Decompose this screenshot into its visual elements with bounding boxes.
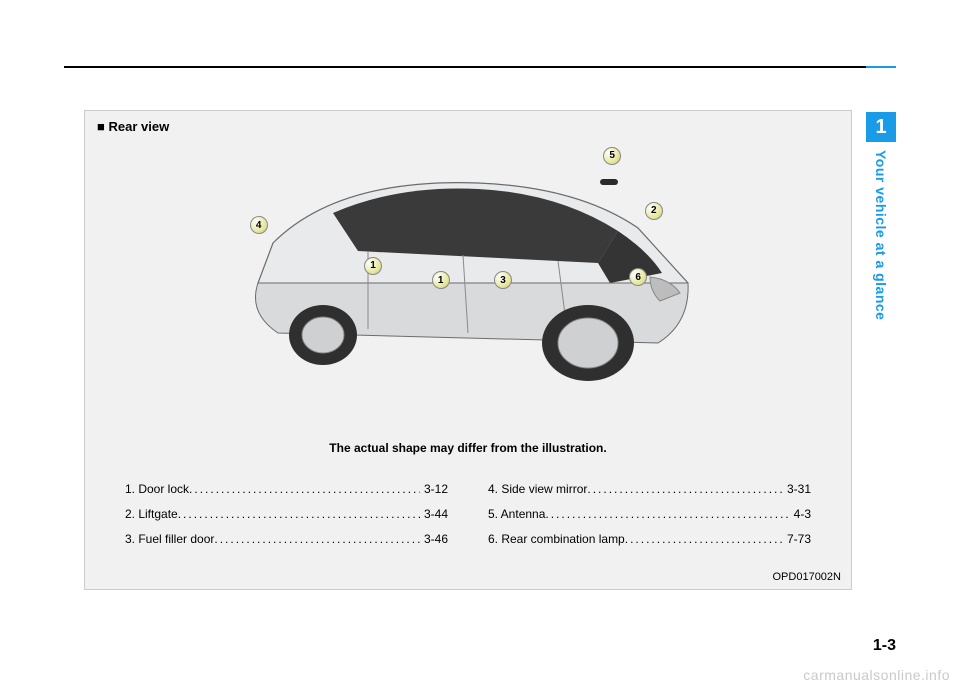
- page-number: 1-3: [873, 637, 896, 655]
- legend-page-ref: 3-31: [783, 477, 811, 502]
- legend-label: 2. Liftgate: [125, 502, 178, 527]
- callout-4: 4: [250, 216, 268, 234]
- legend-label: 4. Side view mirror: [488, 477, 587, 502]
- legend-dots: [189, 477, 420, 502]
- figure-caption: The actual shape may differ from the ill…: [85, 441, 851, 455]
- chapter-tab: 1: [866, 112, 896, 142]
- top-rule-accent: [866, 66, 896, 68]
- legend-dots: [587, 477, 783, 502]
- manual-page: 1 Your vehicle at a glance ■ Rear view: [0, 0, 960, 689]
- legend-page-ref: 3-44: [420, 502, 448, 527]
- legend-dots: [214, 527, 420, 552]
- legend-row: 6. Rear combination lamp 7-73: [488, 527, 811, 552]
- antenna: [600, 179, 618, 185]
- figure-title-text: Rear view: [108, 119, 169, 134]
- legend-column-right: 4. Side view mirror 3-315. Antenna 4-36.…: [488, 477, 811, 553]
- rear-wheel: [558, 318, 618, 368]
- legend-label: 6. Rear combination lamp: [488, 527, 625, 552]
- legend-page-ref: 7-73: [783, 527, 811, 552]
- chapter-title-vertical: Your vehicle at a glance: [866, 150, 896, 410]
- legend-column-left: 1. Door lock 3-122. Liftgate 3-443. Fuel…: [125, 477, 448, 553]
- legend-row: 3. Fuel filler door 3-46: [125, 527, 448, 552]
- legend-dots: [178, 502, 420, 527]
- legend-row: 5. Antenna 4-3: [488, 502, 811, 527]
- legend-page-ref: 3-46: [420, 527, 448, 552]
- callout-5: 5: [603, 147, 621, 165]
- legend-page-ref: 4-3: [790, 502, 811, 527]
- watermark: carmanualsonline.info: [803, 667, 950, 683]
- legend-label: 3. Fuel filler door: [125, 527, 214, 552]
- legend-label: 5. Antenna: [488, 502, 545, 527]
- figure-title: ■ Rear view: [97, 119, 169, 134]
- legend: 1. Door lock 3-122. Liftgate 3-443. Fuel…: [125, 477, 811, 553]
- figure-box: ■ Rear view: [84, 110, 852, 590]
- legend-dots: [545, 502, 789, 527]
- legend-label: 1. Door lock: [125, 477, 189, 502]
- callout-1: 1: [364, 257, 382, 275]
- front-wheel: [302, 317, 344, 353]
- legend-row: 2. Liftgate 3-44: [125, 502, 448, 527]
- top-rule: [64, 66, 866, 68]
- legend-row: 1. Door lock 3-12: [125, 477, 448, 502]
- legend-dots: [625, 527, 783, 552]
- callout-1: 1: [432, 271, 450, 289]
- legend-page-ref: 3-12: [420, 477, 448, 502]
- square-bullet-icon: ■: [97, 119, 105, 134]
- vehicle-illustration: 4113526: [208, 135, 728, 425]
- callout-2: 2: [645, 202, 663, 220]
- image-code: OPD017002N: [773, 571, 842, 583]
- legend-row: 4. Side view mirror 3-31: [488, 477, 811, 502]
